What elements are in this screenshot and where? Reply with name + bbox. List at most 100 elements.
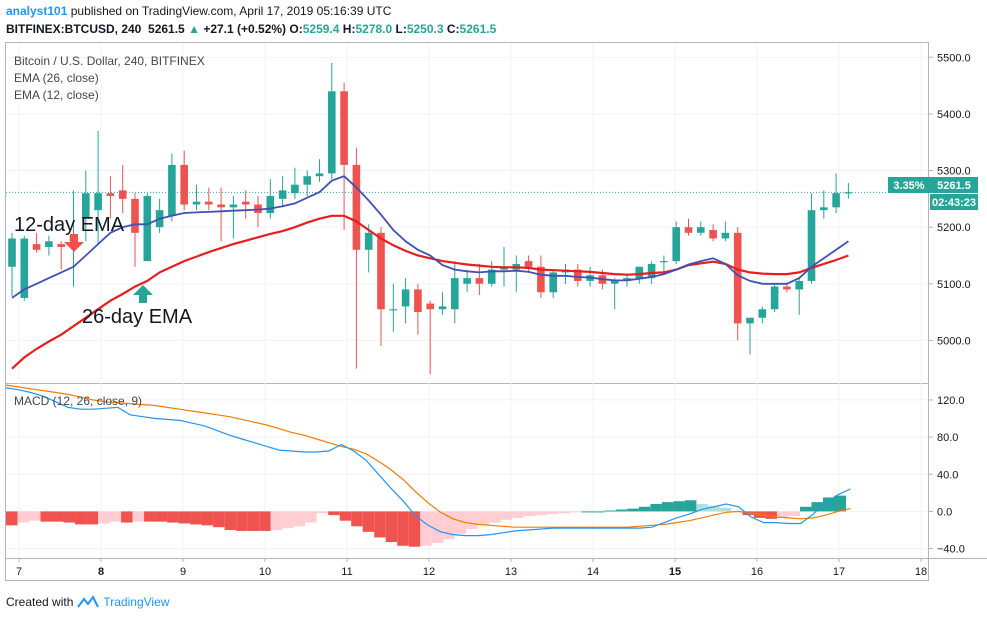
time-tick-label: 12 — [423, 566, 435, 578]
candle-body — [770, 286, 779, 310]
candle-body — [733, 232, 742, 324]
ema26-line — [11, 214, 849, 370]
histogram-bar — [236, 511, 248, 531]
candle-body — [574, 269, 582, 281]
candle-body — [451, 278, 459, 310]
histogram-bar — [213, 511, 225, 528]
candle-body — [315, 173, 324, 177]
tradingview-brand-link[interactable]: TradingView — [103, 595, 170, 609]
time-tick-label: 15 — [669, 566, 681, 578]
price-badge: 5261.5 02:43:23 — [930, 177, 978, 210]
candle-body — [328, 91, 336, 174]
time-axis[interactable]: 7 8 9 10 11 12 13 14 15 16 17 18 — [16, 558, 927, 578]
candle-body — [229, 204, 238, 208]
histogram-bar — [282, 511, 294, 529]
histogram-bar — [535, 511, 547, 516]
candle-body — [57, 244, 65, 247]
candle-body — [303, 176, 311, 185]
ema12-legend[interactable]: EMA (12, close) — [14, 88, 99, 102]
candle-body — [143, 196, 152, 262]
candle-body — [82, 193, 90, 219]
down-arrow-icon — [64, 234, 84, 252]
histogram-bar — [52, 511, 64, 522]
histogram-bar — [155, 511, 168, 522]
candle-body — [758, 309, 767, 318]
histogram-bar — [477, 511, 490, 526]
histogram-bar — [811, 502, 823, 512]
histogram-bar — [40, 511, 53, 522]
histogram-bar — [684, 500, 697, 512]
histogram-bar — [351, 511, 363, 527]
candle-body — [364, 232, 373, 250]
candle-body — [352, 164, 361, 250]
ema26-annotation: 26-day EMA — [82, 306, 193, 328]
publish-line: analyst101 published on TradingView.com,… — [6, 4, 391, 18]
price-axis[interactable]: 5000.0 5100.0 5200.0 5300.0 5400.0 5500.0 — [929, 52, 971, 347]
percent-badge: 3.35% — [888, 177, 930, 193]
candle-body — [721, 232, 730, 239]
candle-body — [660, 261, 668, 263]
candle-body — [807, 210, 816, 281]
candle-body — [266, 196, 275, 213]
macd-tick-label: 80.0 — [937, 432, 958, 444]
histogram-bar — [431, 511, 444, 543]
macd-line — [5, 387, 851, 537]
low-value: 5250.3 — [406, 22, 444, 36]
histogram-bar — [719, 507, 731, 512]
macd-legend[interactable]: MACD (12, 26, close, 9) — [14, 394, 142, 408]
candle-body — [8, 238, 16, 267]
histogram-bar — [293, 511, 306, 527]
candle-body — [537, 266, 545, 293]
histogram-bar — [500, 511, 513, 520]
histogram-bar — [420, 511, 432, 546]
high-label: H: — [342, 22, 356, 36]
histogram-bar — [397, 511, 409, 546]
author-link[interactable]: analyst101 — [6, 4, 68, 18]
candle-body — [401, 289, 410, 307]
histogram-bar — [604, 510, 616, 512]
histogram-bar — [707, 505, 720, 512]
open-value: 5259.4 — [302, 22, 340, 36]
ema26-legend[interactable]: EMA (26, close) — [14, 71, 99, 85]
histogram-bar — [696, 503, 708, 512]
histogram-bar — [512, 511, 524, 518]
candle-body — [340, 91, 348, 165]
histogram-bar — [489, 511, 501, 523]
candle-body — [647, 263, 656, 279]
macd-tick-label: −40.0 — [937, 544, 965, 556]
histogram-bar — [650, 503, 662, 512]
histogram-bar — [98, 511, 110, 524]
candle-body — [844, 192, 853, 194]
macd-histogram — [6, 495, 846, 547]
candle-body — [131, 198, 139, 233]
histogram-bar — [201, 511, 214, 526]
price-tick-label: 5000.0 — [937, 335, 971, 347]
histogram-bar — [63, 511, 76, 523]
candle-body — [241, 201, 250, 205]
time-tick-label: 17 — [833, 566, 845, 578]
candle-body — [697, 227, 705, 233]
time-tick-label: 9 — [180, 566, 186, 578]
macd-signal-line — [5, 384, 851, 528]
candle-body — [377, 232, 385, 310]
histogram-bar — [673, 501, 685, 512]
high-value: 5278.0 — [355, 22, 393, 36]
histogram-bar — [224, 511, 237, 530]
footer: Created with TradingView — [6, 595, 169, 609]
candle-body — [475, 278, 484, 284]
histogram-bar — [190, 511, 202, 525]
chart-title: Bitcoin / U.S. Dollar, 240, BITFINEX — [14, 54, 205, 68]
histogram-bar — [305, 511, 317, 523]
histogram-bar — [167, 511, 179, 523]
candle-body — [635, 266, 644, 279]
candle-body — [20, 238, 29, 298]
candle-body — [389, 309, 398, 311]
histogram-bar — [109, 511, 122, 522]
histogram-bar — [178, 511, 191, 524]
price-tick-label: 5200.0 — [937, 222, 971, 234]
candle-body — [783, 286, 791, 290]
histogram-bar — [121, 511, 133, 523]
macd-axis[interactable]: −40.0 0.0 40.0 80.0 120.0 — [929, 395, 965, 556]
candle-body — [168, 164, 176, 216]
